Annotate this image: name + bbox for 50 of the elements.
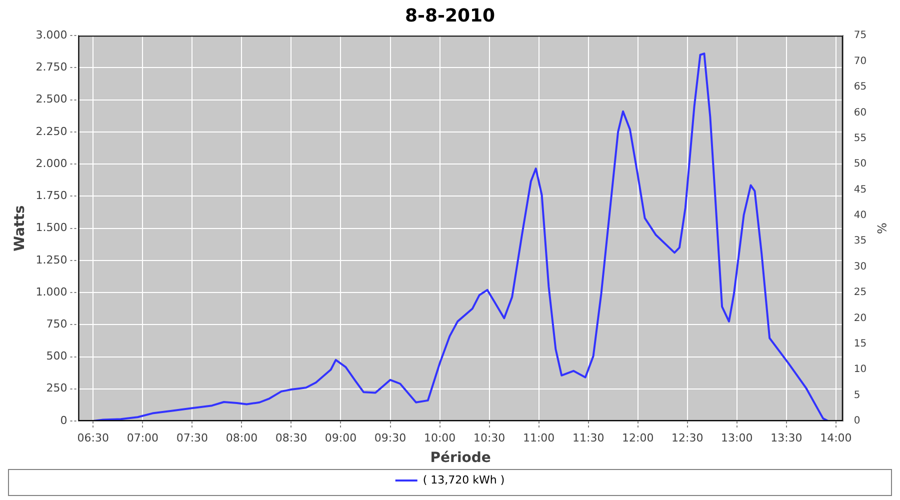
y2-tick-label: 70 xyxy=(854,56,867,67)
x-tick-label: 13:00 xyxy=(721,431,753,444)
y-tick-label: 1.250 xyxy=(36,253,68,266)
x-tick-label: 14:00 xyxy=(820,431,852,444)
y2-tick-label: 35 xyxy=(854,236,867,247)
y2-tick-label: 55 xyxy=(854,132,867,144)
x-tick-label: 07:30 xyxy=(176,431,208,444)
y2-tick-label: 65 xyxy=(854,82,867,93)
y-tick-label: 0 xyxy=(60,414,68,427)
y2-axis-title: % xyxy=(874,222,889,234)
y2-tick-label: 10 xyxy=(854,364,867,376)
y-tick-label: 500 xyxy=(46,350,68,363)
x-tick-label: 09:30 xyxy=(374,431,406,444)
y-tick-label: 2.000 xyxy=(36,156,68,170)
y-tick-label: 2.250 xyxy=(36,124,68,138)
y2-tick-label: 0 xyxy=(854,416,860,427)
y-tick-label: 2.750 xyxy=(36,60,68,74)
x-tick-label: 08:00 xyxy=(226,431,258,444)
y2-tick-label: 50 xyxy=(854,158,867,170)
y-tick-label: 750 xyxy=(46,318,68,331)
x-tick-label: 10:30 xyxy=(473,431,506,444)
y-tick-label: 1.000 xyxy=(36,285,68,298)
y2-tick-label: 20 xyxy=(854,312,867,324)
y2-tick-label: 40 xyxy=(854,210,867,222)
x-tick-label: 12:00 xyxy=(622,431,654,444)
x-tick-label: 10:00 xyxy=(424,431,456,444)
y2-tick-label: 30 xyxy=(854,261,867,272)
y-axis-title: Watts xyxy=(12,205,28,252)
chart-title: 8-8-2010 xyxy=(404,5,496,26)
x-tick-label: 09:00 xyxy=(324,431,357,444)
x-tick-label: 12:30 xyxy=(672,431,704,444)
y2-tick-label: 25 xyxy=(854,287,867,298)
legend-label: ( 13,720 kWh ) xyxy=(422,473,505,486)
y2-tick-label: 15 xyxy=(854,338,867,350)
y-tick-label: 1.750 xyxy=(36,189,68,202)
y-tick-label: 1.500 xyxy=(36,221,68,234)
x-tick-label: 08:30 xyxy=(275,431,308,444)
y2-tick-label: 5 xyxy=(854,390,860,401)
y2-tick-label: 60 xyxy=(854,107,867,118)
y2-tick-label: 45 xyxy=(854,184,867,196)
x-tick-label: 13:30 xyxy=(770,431,802,444)
y-tick-label: 3.000 xyxy=(36,28,68,42)
x-tick-label: 07:00 xyxy=(126,431,159,444)
y-tick-label: 2.500 xyxy=(36,92,68,106)
y2-tick-label: 75 xyxy=(854,30,867,42)
x-axis-title: Période xyxy=(430,450,491,466)
x-tick-label: 11:00 xyxy=(522,431,555,444)
x-tick-label: 06:30 xyxy=(77,431,109,444)
y-tick-label: 250 xyxy=(46,382,68,395)
x-tick-label: 11:30 xyxy=(572,431,604,444)
